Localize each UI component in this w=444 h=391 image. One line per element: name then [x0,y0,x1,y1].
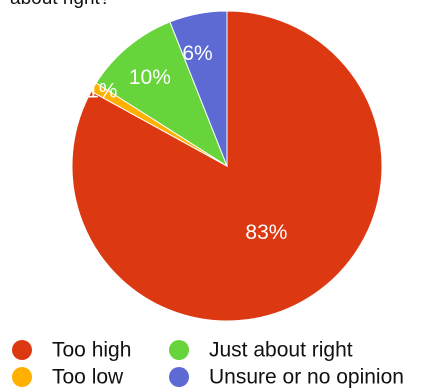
slice-label-too-low: 1% [87,80,117,103]
legend-label: Unsure or no opinion [209,366,404,389]
slice-label-too-high: 83% [245,221,287,244]
legend-swatch [169,367,189,387]
slice-label-unsure-or-no-opinion: 6% [182,42,212,65]
legend-swatch [12,367,32,387]
legend-item: Unsure or no opinion [169,366,404,389]
legend-swatch [169,340,189,360]
slice-label-just-about-right: 10% [129,66,171,89]
legend-item: Too low [12,366,124,389]
pie-slice-labels: 83% 1% 10% 6% [87,42,287,244]
legend-item: Too high [12,339,131,362]
legend-label: Too low [52,366,124,389]
pie-slice-just-about-right [95,21,229,168]
legend-swatch [12,340,32,360]
chart-title-fragment: about right? [10,0,110,9]
legend-label: Just about right [209,339,353,362]
legend-label: Too high [52,339,131,362]
chart-legend: Too high Just about right Too low Unsure or… [12,339,404,389]
pie-slice-unsure-or-no-opinion [169,10,228,167]
pie-slices [71,10,383,322]
legend-item: Just about right [169,339,353,362]
